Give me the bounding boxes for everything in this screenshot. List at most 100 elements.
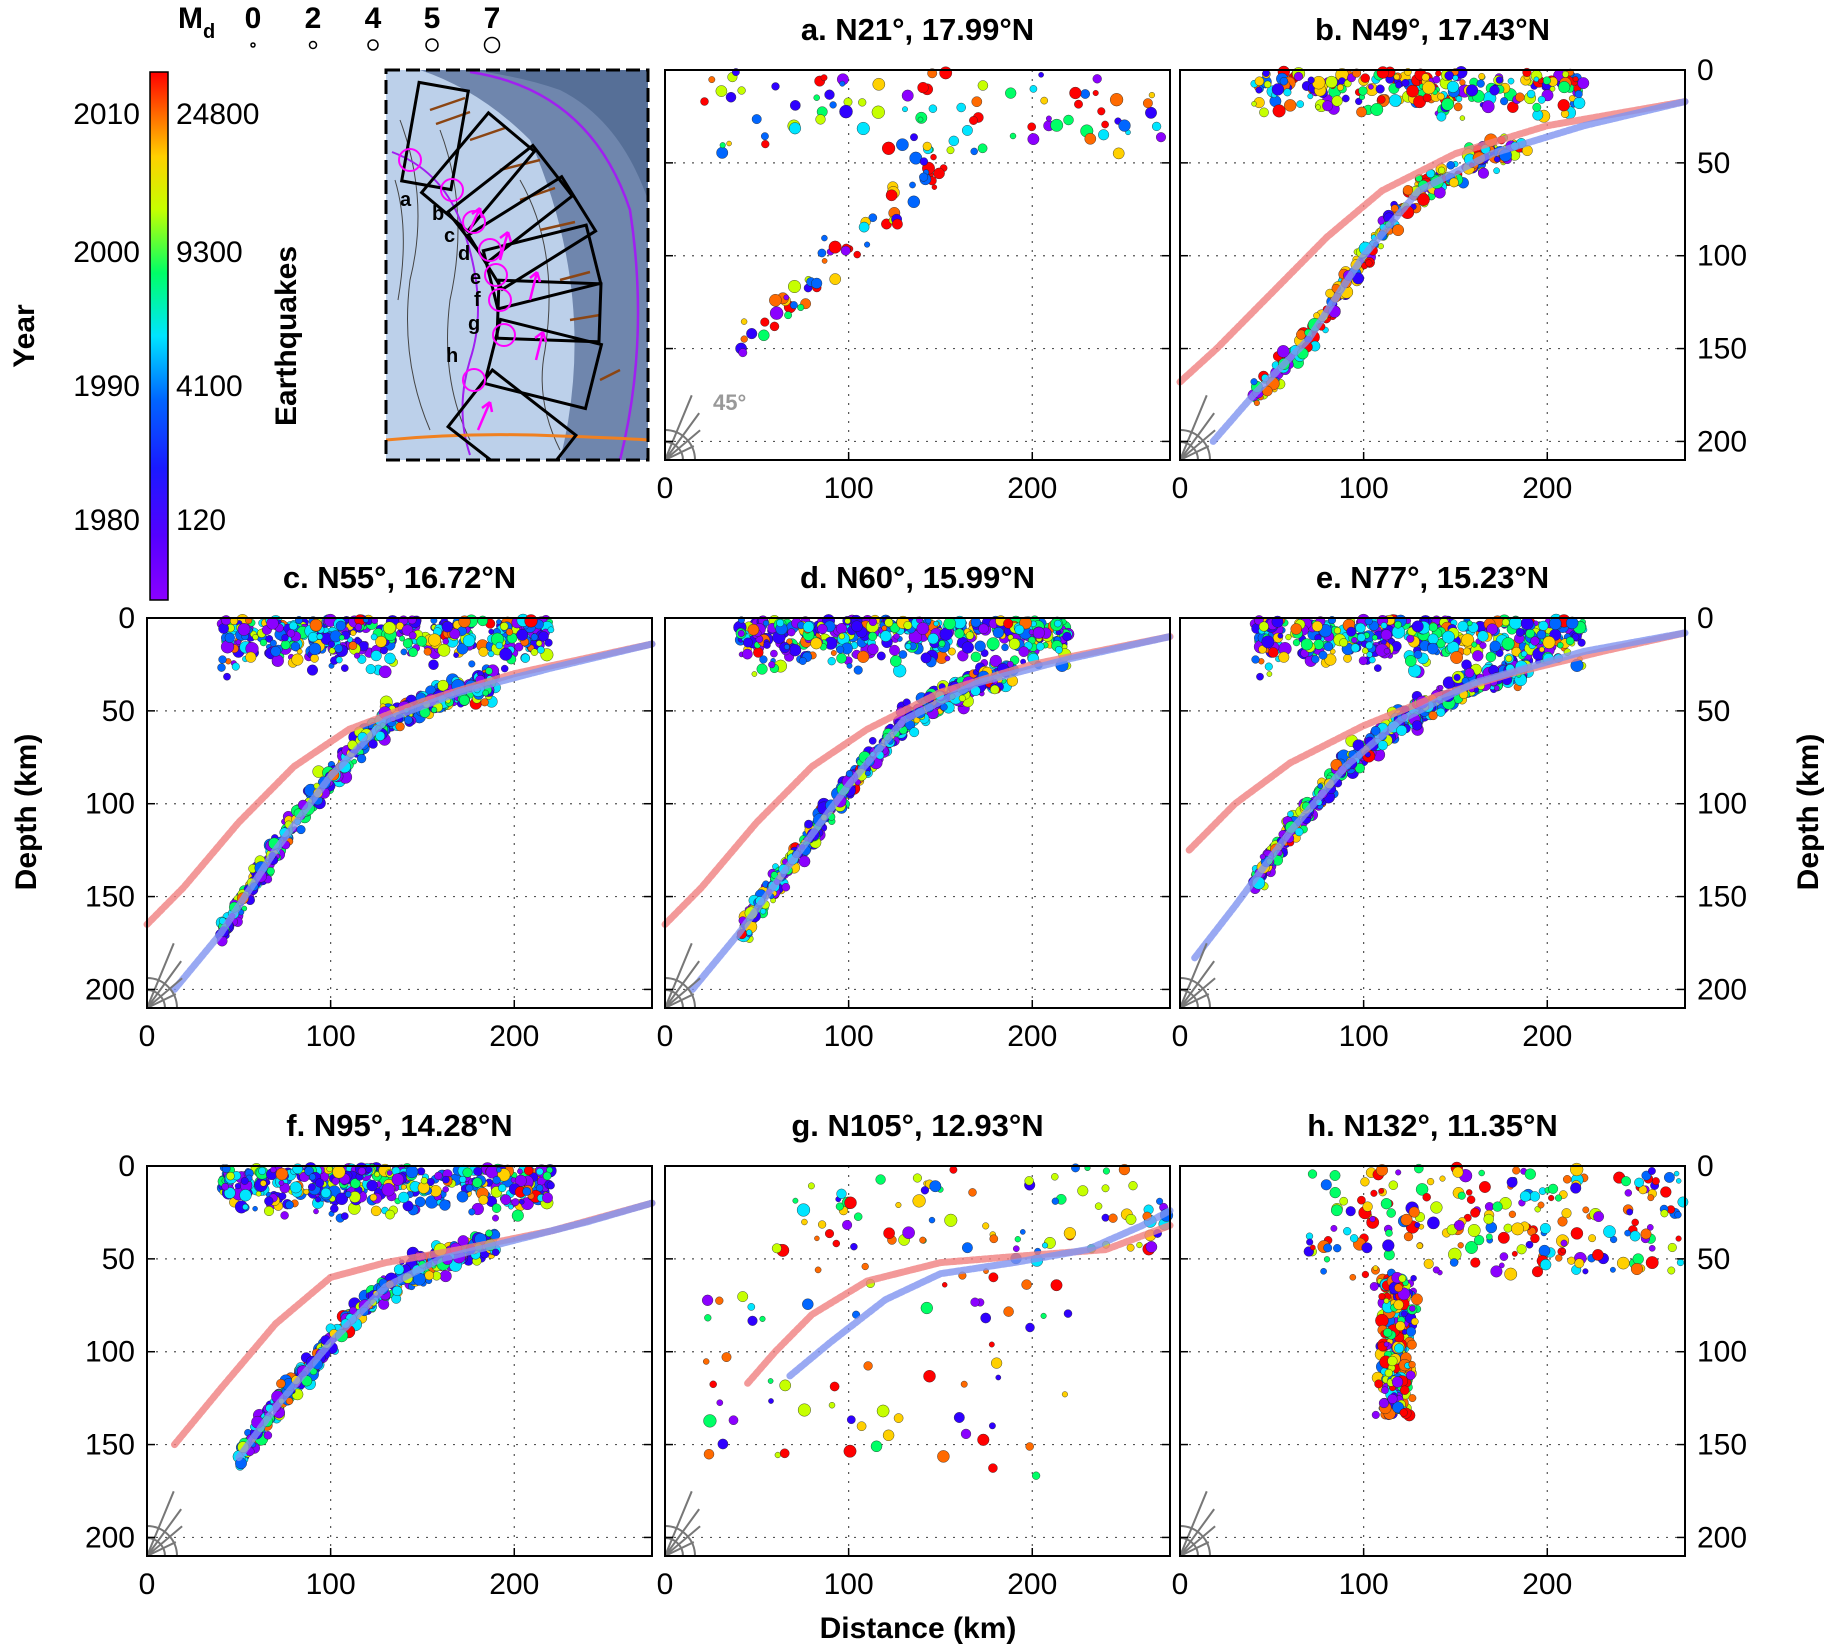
- earthquake-point: [1538, 620, 1549, 631]
- earthquake-point: [338, 634, 345, 641]
- earthquake-point: [1374, 664, 1382, 672]
- earthquake-point: [240, 1177, 249, 1185]
- earthquake-point: [472, 1177, 483, 1188]
- earthquake-point: [441, 621, 454, 633]
- earthquake-point: [883, 1227, 895, 1239]
- earthquake-point: [815, 114, 826, 125]
- earthquake-point: [708, 76, 716, 84]
- earthquake-point: [725, 91, 737, 103]
- earthquake-point: [974, 640, 986, 652]
- earthquake-point: [218, 655, 227, 664]
- earthquake-point: [217, 663, 226, 672]
- earthquake-point: [828, 240, 842, 254]
- earthquake-point: [1648, 1245, 1656, 1252]
- map-contour-1: [399, 119, 431, 431]
- earthquake-point: [1371, 634, 1378, 641]
- earthquake-point: [1406, 84, 1419, 98]
- earthquake-point: [920, 652, 932, 664]
- earthquake-point: [1325, 288, 1335, 299]
- earthquake-point: [1256, 672, 1264, 681]
- year-tick-1980: 1980: [73, 504, 140, 537]
- x-tick-label-200: 200: [489, 1020, 539, 1053]
- x-tick-label-200: 200: [1522, 472, 1572, 505]
- earthquake-point: [1003, 1306, 1014, 1317]
- earthquake-point: [759, 908, 767, 915]
- earthquake-point: [1432, 1266, 1440, 1274]
- earthquake-point: [485, 667, 493, 675]
- earthquake-point: [221, 615, 232, 626]
- earthquake-point: [779, 1448, 790, 1459]
- earthquake-point: [308, 631, 319, 643]
- earthquake-point: [1624, 1189, 1633, 1197]
- earthquake-point: [870, 1440, 883, 1453]
- y-tick-label-50: 50: [102, 695, 135, 728]
- earthquake-point: [1365, 259, 1373, 267]
- year-tick-2010: 2010: [73, 98, 140, 131]
- earthquake-point: [864, 241, 871, 248]
- earthquake-point: [902, 1226, 915, 1239]
- earthquake-point: [804, 819, 813, 829]
- earthquake-point: [828, 1401, 836, 1409]
- earthquake-point: [1323, 641, 1334, 652]
- earthquake-point: [366, 1179, 378, 1192]
- earthquake-point: [1406, 634, 1415, 643]
- earthquake-point: [1255, 86, 1263, 94]
- earthquake-point: [1292, 638, 1301, 647]
- earthquake-point: [882, 1429, 895, 1442]
- earthquake-point: [980, 1312, 992, 1324]
- earthquake-point: [978, 623, 989, 634]
- earthquake-point: [357, 1167, 366, 1176]
- earthquake-point: [1481, 100, 1495, 114]
- earthquake-point: [328, 640, 335, 648]
- earthquake-point: [468, 1208, 476, 1216]
- earthquake-point: [858, 221, 870, 233]
- earthquake-point: [1494, 685, 1500, 691]
- y-tick-label-150: 150: [1697, 881, 1747, 914]
- earthquake-point: [1317, 783, 1324, 789]
- earthquake-point: [1311, 75, 1326, 90]
- y-tick-label-50: 50: [102, 1243, 135, 1276]
- y-tick-label-200: 200: [1697, 425, 1747, 458]
- earthquake-point: [1536, 629, 1547, 640]
- earthquake-point: [1380, 629, 1392, 641]
- earthquake-point: [817, 1220, 827, 1229]
- earthquake-point: [1001, 643, 1009, 652]
- earthquake-point: [542, 1171, 552, 1181]
- earthquake-point: [1151, 121, 1162, 132]
- earthquake-point: [1258, 621, 1269, 632]
- earthquake-point: [518, 1199, 525, 1205]
- earthquake-point: [988, 1341, 995, 1348]
- earthquake-point: [1574, 90, 1583, 99]
- earthquake-point: [1024, 1176, 1034, 1186]
- earthquake-point: [309, 1173, 317, 1181]
- earthquake-point: [530, 648, 539, 656]
- map-bottom-boundary: [386, 433, 648, 442]
- earthquake-point: [496, 1167, 502, 1173]
- earthquake-point: [737, 630, 745, 637]
- earthquake-point: [1323, 1256, 1331, 1263]
- earthquake-point: [1427, 633, 1439, 645]
- earthquake-point: [1444, 70, 1454, 81]
- map-deep-ocean: [420, 70, 648, 460]
- earthquake-point: [962, 1242, 973, 1254]
- earthquake-point: [1477, 167, 1489, 179]
- earthquake-point: [1310, 1244, 1316, 1251]
- earthquake-point: [836, 645, 845, 654]
- earthquake-point: [437, 643, 451, 657]
- earthquake-point: [485, 1229, 493, 1238]
- earthquake-point: [1501, 637, 1515, 651]
- angle-ray: [664, 412, 700, 461]
- earthquake-point: [1357, 633, 1366, 642]
- earthquake-point: [989, 1422, 996, 1430]
- earthquake-point: [771, 1243, 782, 1254]
- earthquake-point: [453, 652, 459, 658]
- earthquake-point: [703, 1448, 715, 1460]
- map-arrow-4: [534, 331, 548, 361]
- x-tick-label-100: 100: [824, 1568, 874, 1601]
- angle-arc: [664, 441, 684, 461]
- earthquake-point: [536, 1167, 544, 1176]
- earthquake-point: [1617, 1256, 1630, 1270]
- earthquake-point: [801, 1218, 808, 1226]
- earthquake-point: [1061, 1391, 1068, 1398]
